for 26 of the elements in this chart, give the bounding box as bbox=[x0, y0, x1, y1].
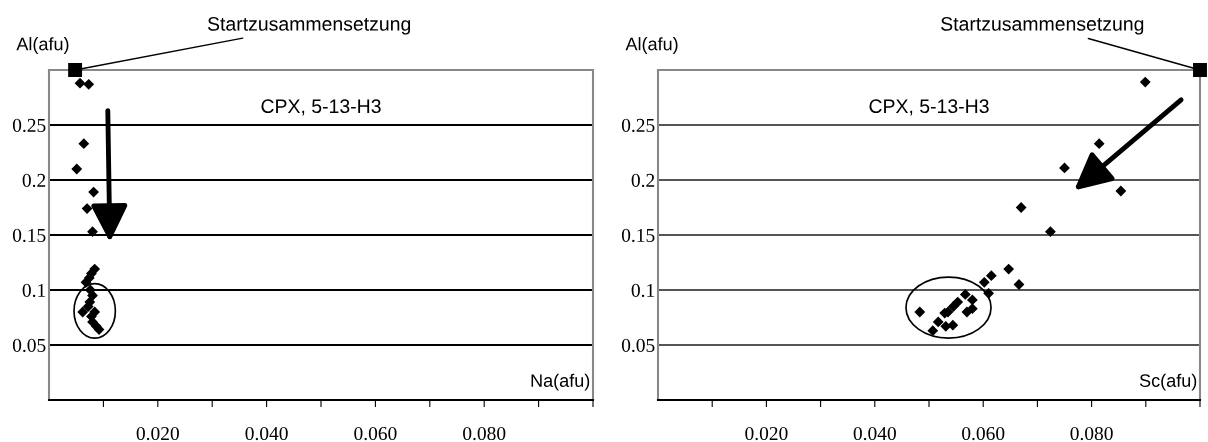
y-tick-label: 0.25 bbox=[12, 118, 46, 133]
text: CPX, 5-13-H3 bbox=[869, 99, 989, 116]
x-tick-label: 0.040 bbox=[853, 426, 896, 441]
x-tick-label: 0.020 bbox=[745, 426, 788, 441]
x-tick-label: 0.080 bbox=[1070, 426, 1113, 441]
y-axis-title: Al(afu) bbox=[16, 37, 69, 54]
x-tick-label: 0.060 bbox=[962, 426, 1005, 441]
y-tick-label: 0.15 bbox=[12, 228, 46, 243]
y-tick-label: 0.05 bbox=[621, 338, 655, 353]
x-axis-title: Sc(afu) bbox=[1139, 373, 1197, 391]
x-axis-title: Na(afu) bbox=[531, 373, 590, 391]
x-tick-label: 0.040 bbox=[245, 426, 288, 441]
y-tick-label: 0.05 bbox=[12, 338, 46, 353]
y-tick-label: 0.2 bbox=[631, 173, 655, 188]
annotation: Startzusammensetzung bbox=[941, 17, 1144, 35]
text: CPX, 5-13-H3 bbox=[261, 99, 381, 116]
y-tick-label: 0.2 bbox=[22, 173, 46, 188]
y-axis-title: Al(afu) bbox=[625, 37, 678, 54]
y-tick-label: 0.15 bbox=[621, 228, 655, 243]
y-tick-label: 0.25 bbox=[621, 118, 655, 133]
y-tick-label: 0.1 bbox=[631, 283, 655, 298]
annotation: Startzusammensetzung bbox=[207, 17, 411, 35]
x-tick-label: 0.060 bbox=[354, 426, 397, 441]
y-tick-label: 0.1 bbox=[22, 283, 46, 298]
x-tick-label: 0.020 bbox=[136, 426, 179, 441]
x-tick-label: 0.080 bbox=[463, 426, 506, 441]
